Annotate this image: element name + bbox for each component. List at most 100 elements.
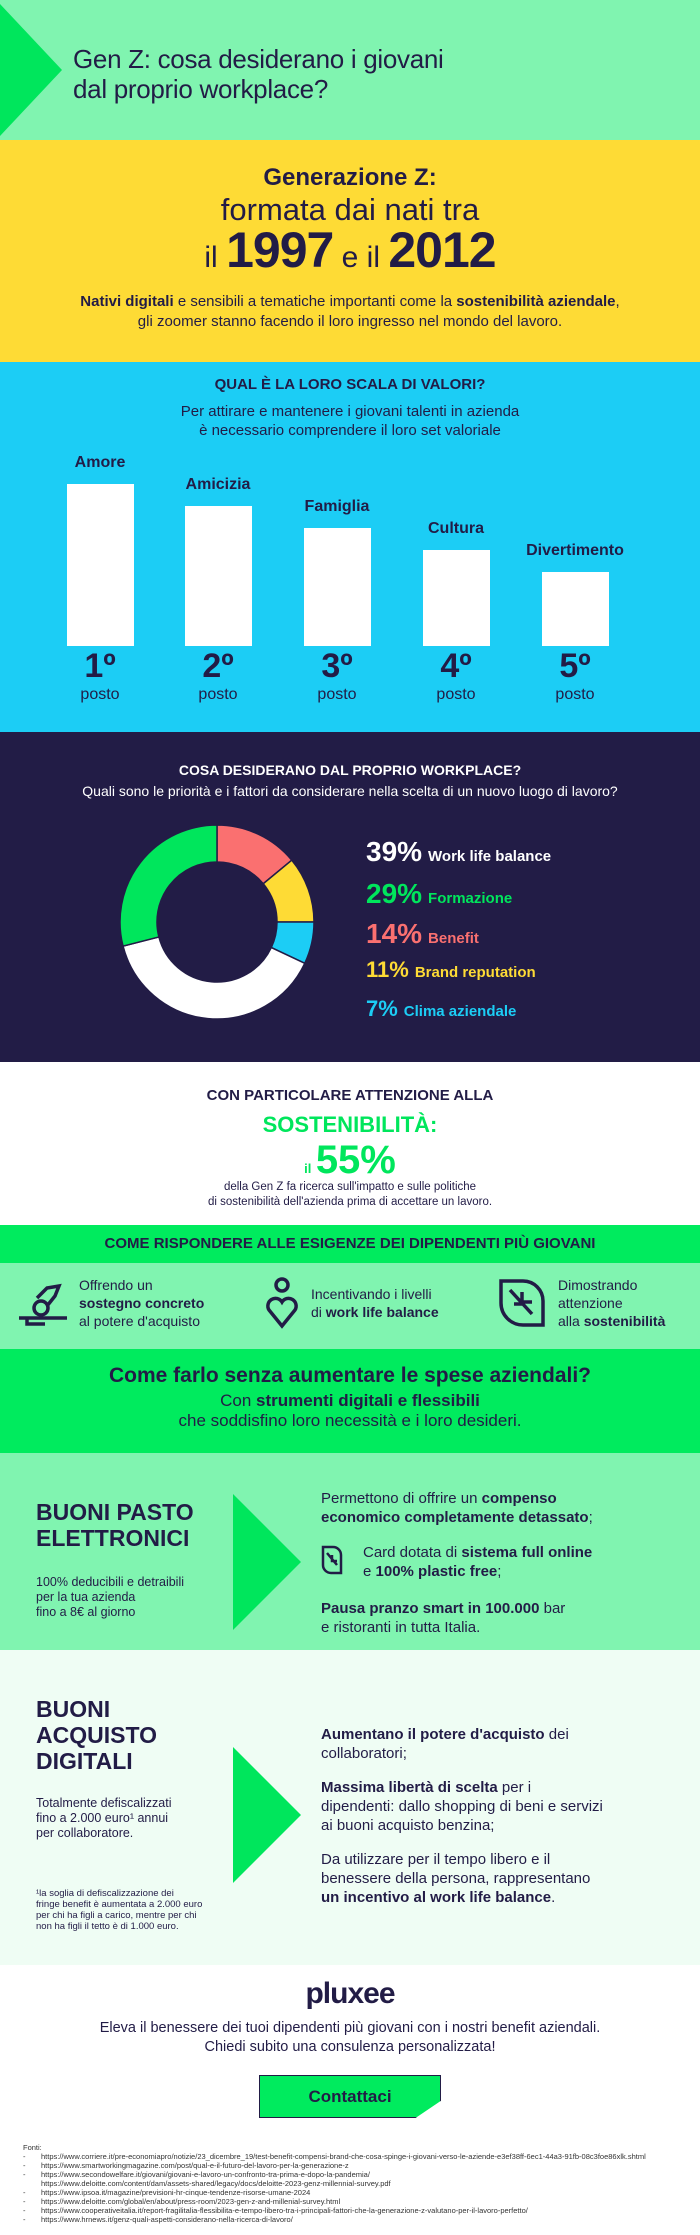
- text-segment: e: [363, 1563, 376, 1580]
- title-line-2: dal proprio workplace?: [73, 74, 328, 104]
- left-line: fino a 2.000 euro¹ annui: [36, 1811, 169, 1825]
- text-segment: dipendenti: dallo shopping di beni e ser…: [321, 1798, 603, 1815]
- source-link[interactable]: https://www.cooperativeitalia.it/report-…: [41, 2206, 528, 2215]
- text-segment: Card dotata di: [363, 1544, 462, 1561]
- buoni-acquisto-point: Da utilizzare per il tempo libero e il be…: [321, 1850, 590, 1907]
- source-link[interactable]: https://www.deloitte.com/global/en/about…: [41, 2197, 341, 2206]
- title-line: BUONI PASTO: [36, 1499, 194, 1525]
- source-link[interactable]: https://www.secondowelfare.it/giovani/gi…: [41, 2170, 370, 2179]
- sources-list: - https://www.corriere.it/pre-economiapro…: [23, 2152, 646, 2224]
- text-segment: Offrendo un: [79, 1277, 153, 1293]
- buoni-acquisto-section: BUONI ACQUISTO DIGITALI Totalmente defisca…: [0, 1650, 700, 1965]
- title-line: ACQUISTO: [36, 1722, 157, 1748]
- rank-label: 5º: [559, 647, 591, 685]
- text-segment: Pausa pranzo smart in 100.000: [321, 1600, 540, 1617]
- text-segment: Dimostrando: [558, 1277, 638, 1293]
- source-item: - https://www.secondowelfare.it/giovani/g…: [23, 2170, 646, 2179]
- title-line-1: Gen Z: cosa desiderano i giovani: [73, 44, 444, 74]
- how-section: Come farlo senza aumentare le spese azie…: [0, 1349, 700, 1453]
- text-segment: e sensibili a tematiche importanti come …: [173, 293, 457, 310]
- year-end: 2012: [388, 222, 496, 278]
- workplace-section: COSA DESIDERANO DAL PROPRIO WORKPLACE? Q…: [0, 732, 700, 1062]
- note-line: non ha figli il tetto è di 1.000 euro.: [36, 1921, 179, 1932]
- text-segment: Aumentano il potere d'acquisto: [321, 1726, 545, 1743]
- source-link[interactable]: https://www.hrnews.it/genz-quali-aspetti…: [41, 2215, 293, 2224]
- bar-label: Amicizia: [185, 476, 251, 493]
- left-line: per collaboratore.: [36, 1826, 134, 1840]
- source-link[interactable]: https://www.deloitte.com/content/dam/ass…: [41, 2179, 391, 2188]
- source-link[interactable]: https://www.corriere.it/pre-economiapro/…: [41, 2152, 646, 2161]
- buoni-pasto-point: Pausa pranzo smart in 100.000 bar e risto…: [321, 1599, 565, 1637]
- text-segment: ;: [588, 1509, 593, 1526]
- bar-label: Amore: [74, 454, 126, 471]
- text-segment: al potere d'acquisto: [79, 1313, 200, 1329]
- footer: pluxee Eleva il benessere dei tuoi dipen…: [0, 1965, 700, 2235]
- source-link[interactable]: https://www.ipsoa.it/magazine/previsioni…: [41, 2188, 311, 2197]
- values-subtitle: Per attirare e mantenere i giovani talen…: [0, 402, 700, 440]
- pluxee-logo: pluxee: [305, 1977, 395, 2010]
- respond-items: Offrendo un sostegno concreto al potere d'…: [0, 1263, 700, 1349]
- note-line: per chi ha figli a carico, mentre per ch…: [36, 1910, 197, 1921]
- il-text: il: [304, 1161, 312, 1176]
- source-bullet: -: [23, 2170, 26, 2179]
- text-segment: Con: [220, 1391, 257, 1410]
- text-segment: collaboratori;: [321, 1745, 407, 1762]
- text-segment: sostegno concreto: [79, 1295, 205, 1311]
- bar-label: Cultura: [428, 520, 484, 537]
- source-link[interactable]: https://www.smartworkingmagazine.com/pos…: [41, 2161, 349, 2170]
- generation-section: Generazione Z: formata dai nati tra il 1…: [0, 140, 700, 362]
- sources-label: Fonti:: [23, 2143, 42, 2152]
- sustainability-section: CON PARTICOLARE ATTENZIONE ALLA SOSTENIB…: [0, 1062, 700, 1225]
- contattaci-button[interactable]: Contattaci: [259, 2075, 441, 2118]
- bar-amore: [67, 484, 134, 646]
- source-item: - https://www.deloitte.com/global/en/abou…: [23, 2197, 646, 2206]
- rank-label: 1º: [84, 647, 116, 685]
- source-item: - https://www.ipsoa.it/magazine/prevision…: [23, 2188, 646, 2197]
- leaf-icon: [499, 1279, 545, 1327]
- respond-banner: COME RISPONDERE ALLE ESIGENZE DEI DIPEND…: [0, 1225, 700, 1263]
- text-segment: work life balance: [325, 1304, 439, 1320]
- leaf-icon: [321, 1545, 343, 1575]
- legend-label: Formazione: [428, 890, 513, 907]
- how-title: Come farlo senza aumentare le spese azie…: [108, 1364, 591, 1387]
- source-bullet: -: [23, 2161, 26, 2170]
- buoni-pasto-point: Permettono di offrire un compenso economi…: [321, 1489, 593, 1527]
- text-segment: Permettono di offrire un: [321, 1490, 482, 1507]
- text-segment: e ristoranti in tutta Italia.: [321, 1619, 481, 1636]
- sustainability-desc: della Gen Z fa ricerca sull'impatto e su…: [0, 1180, 700, 1210]
- buoni-pasto-title: BUONI PASTO ELETTRONICI: [36, 1499, 194, 1551]
- source-item: - https://www.smartworkingmagazine.com/po…: [23, 2161, 646, 2170]
- title-line: DIGITALI: [36, 1748, 133, 1774]
- legend-label: Work life balance: [428, 848, 552, 865]
- left-line: per la tua azienda: [36, 1590, 136, 1604]
- source-item: - https://www.cooperativeitalia.it/report…: [23, 2206, 646, 2215]
- text-segment: strumenti digitali e flessibili: [256, 1391, 480, 1410]
- legend-percent: 29%: [366, 878, 423, 909]
- posto-label: posto: [198, 686, 238, 703]
- sources: Fonti: - https://www.corriere.it/pre-econ…: [23, 2143, 646, 2224]
- respond-item-text: Dimostrando attenzione alla sostenibilità: [558, 1276, 665, 1330]
- text-segment: che soddisfino loro necessità e i loro d…: [178, 1411, 522, 1430]
- generation-subheading: formata dai nati tra: [220, 192, 480, 227]
- text-segment: Nativi digitali: [80, 293, 174, 310]
- text-segment: economico completamente detassato: [321, 1509, 589, 1526]
- values-title: QUAL È LA LORO SCALA DI VALORI?: [214, 376, 486, 393]
- buoni-pasto-section: BUONI PASTO ELETTRONICI 100% deducibili e…: [0, 1453, 700, 1650]
- il-text: il: [204, 241, 218, 274]
- legend-label: Brand reputation: [414, 964, 536, 981]
- respond-item-text: Offrendo un sostegno concreto al potere d'…: [79, 1276, 204, 1330]
- rank-label: 4º: [440, 647, 472, 685]
- title-line: ELETTRONICI: [36, 1525, 190, 1551]
- note-line: fringe benefit è aumentata a 2.000 euro: [36, 1899, 203, 1910]
- text-segment: alla: [558, 1313, 584, 1329]
- generation-years: il 1997 e il 2012: [0, 224, 700, 284]
- source-bullet: -: [23, 2206, 26, 2215]
- legend-percent: 7%: [366, 996, 398, 1021]
- text-segment: ;: [497, 1563, 502, 1580]
- green-arrow-decoration: [233, 1747, 301, 1883]
- footer-line-1: Eleva il benessere dei tuoi dipendenti p…: [99, 2020, 601, 2036]
- legend-percent: 39%: [366, 836, 423, 867]
- workplace-subtitle: Quali sono le priorità e i fattori da co…: [82, 783, 618, 799]
- source-bullet: -: [23, 2215, 26, 2224]
- sustainability-percent: il 55%: [0, 1138, 700, 1183]
